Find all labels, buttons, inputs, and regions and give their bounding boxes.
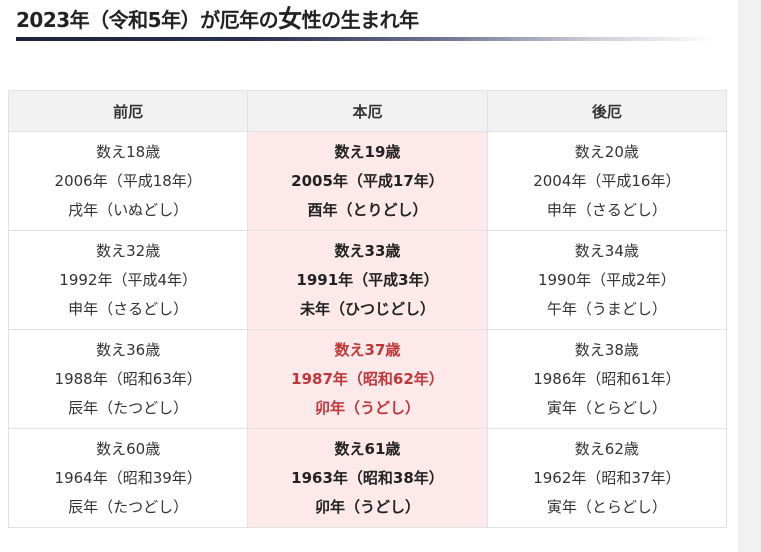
birth-year-text: 1991年（平成3年） [296, 270, 439, 289]
zodiac-text: 戌年（いぬどし） [68, 200, 189, 219]
birth-year-text: 1992年（平成4年） [59, 270, 198, 289]
table-row: 数え32歳 1992年（平成4年） 申年（さるどし） 数え33歳 1991年（平… [7, 230, 728, 330]
birth-year-text: 1988年（昭和63年） [54, 369, 202, 388]
zodiac-text: 寅年（とらどし） [546, 398, 667, 417]
birth-year-text: 1986年（昭和61年） [533, 369, 681, 388]
honyaku-cell: 数え61歳 1963年（昭和38年） 卯年（うどし） [247, 428, 488, 528]
age-text: 数え37歳 [334, 340, 401, 359]
age-text: 数え33歳 [334, 241, 401, 260]
age-text: 数え60歳 [96, 439, 161, 458]
maeyaku-cell: 数え60歳 1964年（昭和39年） 辰年（たつどし） [7, 428, 249, 528]
birth-year-text: 2004年（平成16年） [533, 171, 681, 190]
page-title-part-1: 2023年（令和5年）が厄年の [16, 8, 279, 32]
header-maeyaku: 前厄 [7, 90, 249, 132]
zodiac-text: 辰年（たつどし） [68, 497, 189, 516]
zodiac-text: 辰年（たつどし） [68, 398, 189, 417]
age-text: 数え34歳 [574, 241, 639, 260]
page-title-emphasis: 女 [278, 5, 302, 33]
header-atoyaku: 後厄 [486, 90, 728, 132]
zodiac-text: 未年（ひつじどし） [299, 299, 435, 318]
honyaku-cell: 数え19歳 2005年（平成17年） 酉年（とりどし） [247, 131, 488, 231]
birth-year-text: 2005年（平成17年） [291, 171, 444, 190]
birth-year-text: 2006年（平成18年） [54, 171, 202, 190]
age-text: 数え32歳 [96, 241, 161, 260]
atoyaku-cell: 数え38歳 1986年（昭和61年） 寅年（とらどし） [486, 329, 728, 429]
maeyaku-cell: 数え32歳 1992年（平成4年） 申年（さるどし） [7, 230, 249, 330]
header-honyaku: 本厄 [247, 90, 488, 132]
zodiac-text: 寅年（とらどし） [546, 497, 667, 516]
atoyaku-cell: 数え34歳 1990年（平成2年） 午年（うまどし） [486, 230, 728, 330]
table-header-row: 前厄 本厄 後厄 [7, 90, 728, 132]
maeyaku-cell: 数え18歳 2006年（平成18年） 戌年（いぬどし） [7, 131, 249, 231]
table-row: 数え60歳 1964年（昭和39年） 辰年（たつどし） 数え61歳 1963年（… [7, 428, 728, 528]
honyaku-cell-highlighted: 数え37歳 1987年（昭和62年） 卯年（うどし） [247, 329, 488, 429]
scrollbar-track[interactable] [738, 0, 761, 552]
age-text: 数え38歳 [574, 340, 639, 359]
zodiac-text: 酉年（とりどし） [307, 200, 428, 219]
zodiac-text: 申年（さるどし） [546, 200, 667, 219]
zodiac-text: 卯年（うどし） [314, 398, 420, 417]
maeyaku-cell: 数え36歳 1988年（昭和63年） 辰年（たつどし） [7, 329, 249, 429]
table-row: 数え18歳 2006年（平成18年） 戌年（いぬどし） 数え19歳 2005年（… [7, 131, 728, 231]
age-text: 数え18歳 [96, 142, 161, 161]
age-text: 数え19歳 [334, 142, 401, 161]
atoyaku-cell: 数え20歳 2004年（平成16年） 申年（さるどし） [486, 131, 728, 231]
honyaku-cell: 数え33歳 1991年（平成3年） 未年（ひつじどし） [247, 230, 488, 330]
age-text: 数え61歳 [334, 439, 401, 458]
age-text: 数え20歳 [574, 142, 639, 161]
age-text: 数え36歳 [96, 340, 161, 359]
zodiac-text: 午年（うまどし） [546, 299, 667, 318]
yakudoshi-table: 前厄 本厄 後厄 数え18歳 2006年（平成18年） 戌年（いぬどし） 数え1… [7, 90, 728, 528]
birth-year-text: 1990年（平成2年） [537, 270, 676, 289]
birth-year-text: 1962年（昭和37年） [533, 468, 681, 487]
page-title: 2023年（令和5年）が厄年の女性の生まれ年 [16, 4, 419, 34]
zodiac-text: 申年（さるどし） [68, 299, 189, 318]
table-row: 数え36歳 1988年（昭和63年） 辰年（たつどし） 数え37歳 1987年（… [7, 329, 728, 429]
age-text: 数え62歳 [574, 439, 639, 458]
title-underline [16, 37, 716, 41]
birth-year-text: 1987年（昭和62年） [291, 369, 444, 388]
atoyaku-cell: 数え62歳 1962年（昭和37年） 寅年（とらどし） [486, 428, 728, 528]
page-title-part-2: 性の生まれ年 [301, 8, 420, 32]
birth-year-text: 1963年（昭和38年） [291, 468, 444, 487]
birth-year-text: 1964年（昭和39年） [54, 468, 202, 487]
zodiac-text: 卯年（うどし） [314, 497, 420, 516]
